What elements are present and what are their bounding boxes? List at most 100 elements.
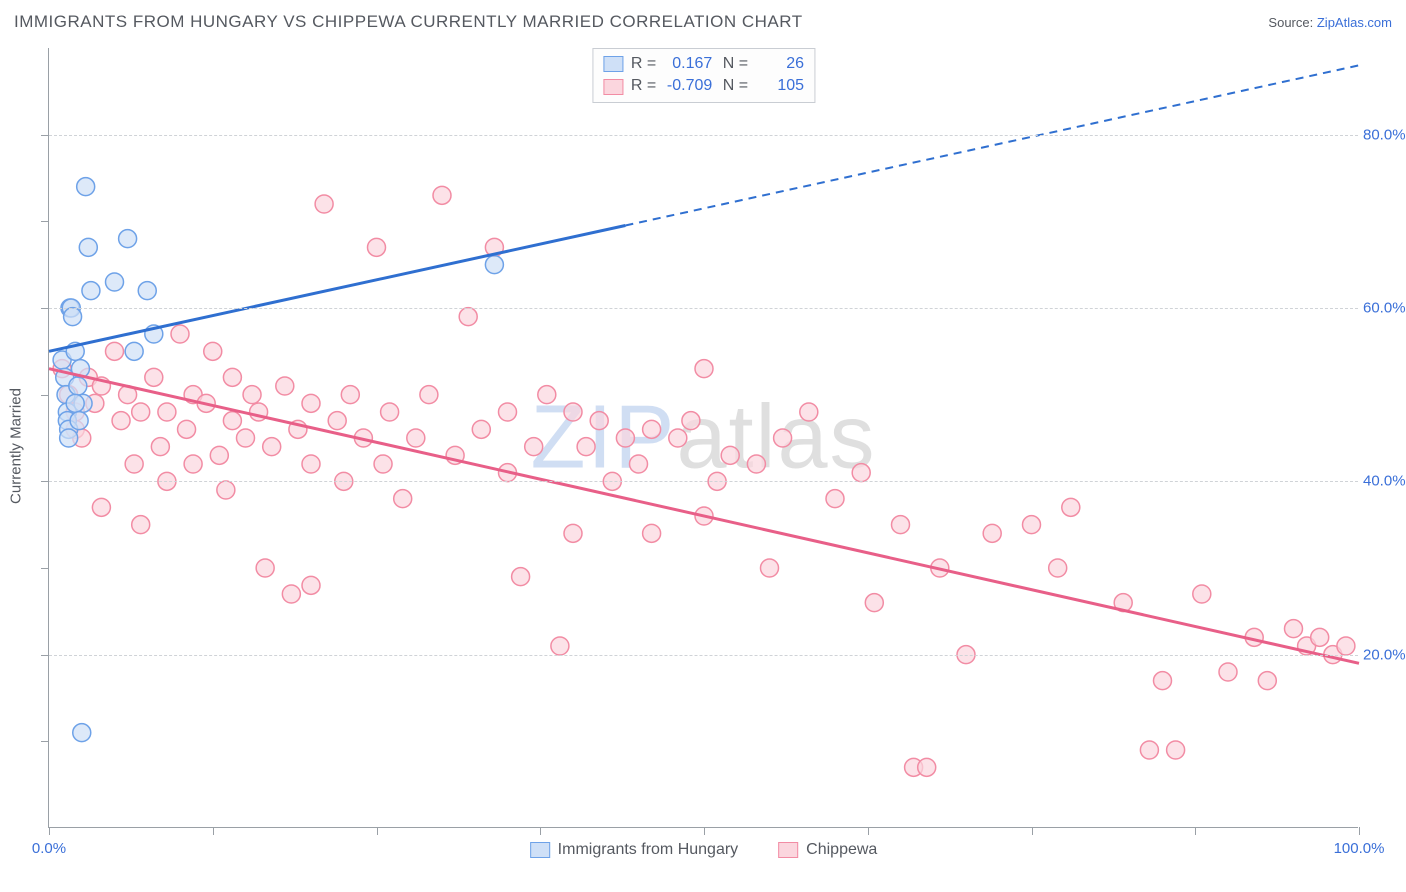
- scatter-point: [112, 412, 130, 430]
- title-bar: IMMIGRANTS FROM HUNGARY VS CHIPPEWA CURR…: [14, 12, 1392, 32]
- legend-n-label: N =: [718, 53, 748, 75]
- bottom-legend-swatch-2: [778, 842, 798, 858]
- x-tick-label: 0.0%: [32, 840, 66, 857]
- source-credit: Source: ZipAtlas.com: [1268, 15, 1392, 30]
- scatter-point: [577, 438, 595, 456]
- scatter-point: [865, 594, 883, 612]
- scatter-point: [721, 446, 739, 464]
- scatter-point: [420, 386, 438, 404]
- scatter-point: [616, 429, 634, 447]
- scatter-point: [1023, 516, 1041, 534]
- scatter-point: [106, 273, 124, 291]
- scatter-point: [119, 230, 137, 248]
- legend-r-value-1: 0.167: [662, 53, 712, 75]
- scatter-point: [151, 438, 169, 456]
- scatter-point: [394, 490, 412, 508]
- scatter-point: [407, 429, 425, 447]
- y-tick-label: 20.0%: [1363, 646, 1406, 663]
- legend-row-series-1: R = 0.167 N = 26: [603, 53, 804, 75]
- y-tick: [41, 481, 49, 482]
- scatter-point: [223, 368, 241, 386]
- scatter-point: [132, 403, 150, 421]
- scatter-point: [669, 429, 687, 447]
- y-tick: [41, 135, 49, 136]
- scatter-point: [551, 637, 569, 655]
- scatter-point: [70, 412, 88, 430]
- scatter-point: [73, 724, 91, 742]
- scatter-point: [77, 178, 95, 196]
- scatter-point: [210, 446, 228, 464]
- x-tick-label: 100.0%: [1334, 840, 1385, 857]
- scatter-point: [512, 568, 530, 586]
- y-tick-label: 60.0%: [1363, 300, 1406, 317]
- y-tick-label: 40.0%: [1363, 473, 1406, 490]
- x-tick: [868, 827, 869, 835]
- scatter-point: [1311, 628, 1329, 646]
- scatter-point: [538, 386, 556, 404]
- y-minor-tick: [41, 568, 49, 569]
- x-tick: [213, 827, 214, 835]
- chart-title: IMMIGRANTS FROM HUNGARY VS CHIPPEWA CURR…: [14, 12, 803, 32]
- scatter-point: [525, 438, 543, 456]
- gridline: [49, 655, 1358, 656]
- scatter-point: [1219, 663, 1237, 681]
- scatter-point: [92, 498, 110, 516]
- scatter-point: [171, 325, 189, 343]
- x-tick: [540, 827, 541, 835]
- scatter-point: [204, 342, 222, 360]
- scatter-point: [125, 342, 143, 360]
- x-tick: [704, 827, 705, 835]
- y-axis-label: Currently Married: [8, 388, 25, 504]
- scatter-point: [82, 282, 100, 300]
- plot-area: ZIPatlas R = 0.167 N = 26 R = -0.709 N =: [48, 48, 1358, 828]
- legend-row-series-2: R = -0.709 N = 105: [603, 75, 804, 97]
- gridline: [49, 308, 1358, 309]
- bottom-legend-label-1: Immigrants from Hungary: [558, 841, 739, 859]
- y-tick-label: 80.0%: [1363, 126, 1406, 143]
- bottom-legend-swatch-1: [530, 842, 550, 858]
- correlation-legend: R = 0.167 N = 26 R = -0.709 N = 105: [592, 48, 815, 103]
- scatter-point: [695, 360, 713, 378]
- scatter-point: [761, 559, 779, 577]
- scatter-point: [302, 455, 320, 473]
- scatter-point: [983, 524, 1001, 542]
- scatter-point: [1337, 637, 1355, 655]
- scatter-point: [774, 429, 792, 447]
- scatter-point: [1062, 498, 1080, 516]
- gridline: [49, 481, 1358, 482]
- bottom-legend-label-2: Chippewa: [806, 841, 877, 859]
- scatter-point: [79, 238, 97, 256]
- scatter-point: [125, 455, 143, 473]
- y-minor-tick: [41, 221, 49, 222]
- bottom-legend-item-2: Chippewa: [778, 841, 877, 859]
- scatter-point: [243, 386, 261, 404]
- scatter-point: [852, 464, 870, 482]
- x-tick: [49, 827, 50, 835]
- scatter-point: [564, 524, 582, 542]
- y-tick: [41, 655, 49, 656]
- y-minor-tick: [41, 741, 49, 742]
- scatter-point: [276, 377, 294, 395]
- scatter-point: [630, 455, 648, 473]
- scatter-point: [826, 490, 844, 508]
- scatter-point: [1049, 559, 1067, 577]
- scatter-point: [66, 394, 84, 412]
- scatter-point: [472, 420, 490, 438]
- scatter-point: [106, 342, 124, 360]
- scatter-point: [564, 403, 582, 421]
- scatter-point: [328, 412, 346, 430]
- legend-n-value-1: 26: [754, 53, 804, 75]
- scatter-point: [368, 238, 386, 256]
- gridline: [49, 135, 1358, 136]
- scatter-point: [433, 186, 451, 204]
- scatter-point: [1258, 672, 1276, 690]
- scatter-point: [302, 576, 320, 594]
- source-link[interactable]: ZipAtlas.com: [1317, 15, 1392, 30]
- scatter-point: [132, 516, 150, 534]
- scatter-point: [138, 282, 156, 300]
- scatter-point: [315, 195, 333, 213]
- scatter-point: [237, 429, 255, 447]
- legend-stats-1: R = 0.167 N = 26: [631, 53, 804, 75]
- source-label: Source:: [1268, 15, 1313, 30]
- scatter-point: [302, 394, 320, 412]
